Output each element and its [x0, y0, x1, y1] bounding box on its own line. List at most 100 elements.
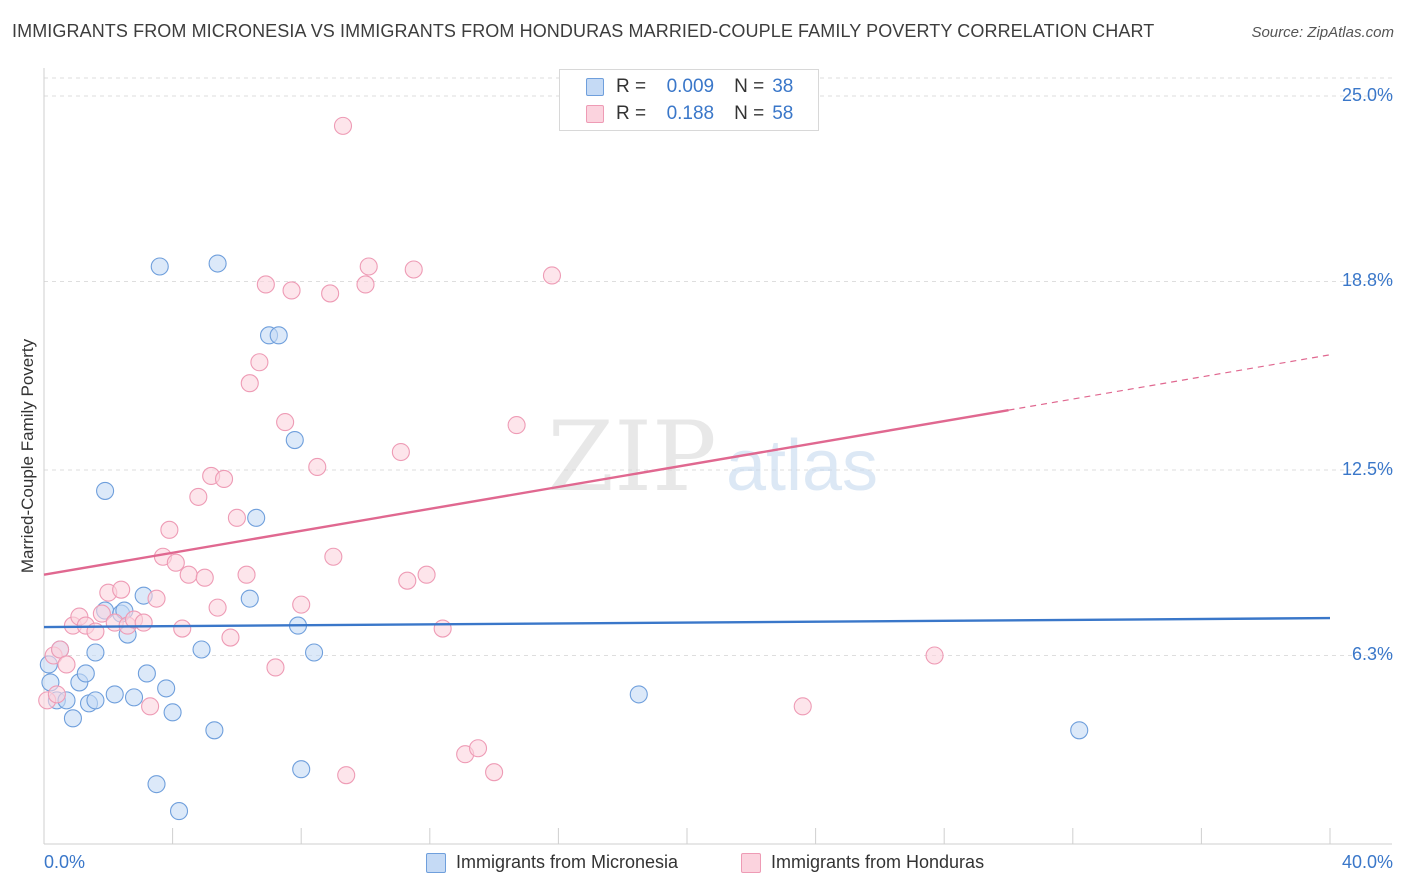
y-tick-label: 6.3%: [1351, 644, 1393, 665]
legend-row-micronesia: R = 0.009 N = 38: [586, 74, 793, 100]
x-tick-label-min: 0.0%: [44, 852, 86, 872]
point-honduras: [266, 658, 285, 677]
point-honduras: [292, 595, 311, 614]
point-honduras: [356, 275, 375, 294]
y-tick-label: 18.8%: [1341, 270, 1393, 291]
point-micronesia: [86, 691, 105, 710]
point-micronesia: [96, 481, 115, 500]
point-honduras: [417, 565, 436, 584]
legend-n-label: N =: [734, 76, 765, 97]
point-micronesia: [292, 760, 311, 779]
y-axis-label: Married-Couple Family Poverty: [18, 338, 37, 574]
point-honduras: [793, 697, 812, 716]
bottom-legend-label-micronesia: Immigrants from Micronesia: [456, 852, 679, 872]
point-micronesia: [137, 664, 156, 683]
point-honduras: [359, 257, 378, 276]
x-tick-label-max: 40.0%: [1341, 852, 1393, 872]
point-honduras: [179, 565, 198, 584]
watermark-atlas: atlas: [726, 426, 878, 506]
point-honduras: [195, 568, 214, 587]
point-honduras: [141, 697, 160, 716]
y-tick-label: 25.0%: [1341, 84, 1393, 105]
point-honduras: [240, 374, 259, 393]
point-micronesia: [247, 508, 266, 527]
point-honduras: [208, 598, 227, 617]
point-honduras: [47, 685, 66, 704]
y-tick-label: 12.5%: [1341, 458, 1393, 479]
point-micronesia: [192, 640, 211, 659]
point-micronesia: [240, 589, 259, 608]
point-honduras: [112, 580, 131, 599]
point-micronesia: [105, 685, 124, 704]
bottom-legend-honduras: Immigrants from Honduras: [741, 852, 984, 873]
point-micronesia: [285, 431, 304, 450]
point-honduras: [160, 520, 179, 539]
point-micronesia: [150, 257, 169, 276]
point-micronesia: [163, 703, 182, 722]
point-honduras: [189, 487, 208, 506]
point-micronesia: [169, 802, 189, 821]
trendline-honduras: [43, 408, 1009, 576]
legend-r-label: R =: [616, 103, 647, 124]
bottom-legend-label-honduras: Immigrants from Honduras: [771, 852, 985, 872]
legend-swatch-micronesia: [586, 78, 604, 96]
point-honduras: [433, 619, 452, 638]
bottom-legend-swatch-micronesia: [426, 852, 446, 873]
point-honduras: [321, 284, 340, 303]
trendline-micronesia: [43, 616, 1331, 629]
point-honduras: [308, 457, 327, 477]
bottom-legend-micronesia: Immigrants from Micronesia: [426, 852, 678, 873]
point-honduras: [57, 655, 76, 674]
watermark-zip: ZIP: [547, 401, 716, 513]
point-micronesia: [157, 679, 176, 698]
point-honduras: [147, 589, 166, 608]
point-honduras: [256, 275, 275, 294]
point-honduras: [282, 281, 301, 300]
point-honduras: [542, 266, 562, 285]
point-honduras: [398, 571, 417, 590]
point-honduras: [237, 565, 256, 584]
point-honduras: [276, 413, 295, 432]
point-honduras: [134, 613, 153, 632]
point-micronesia: [629, 685, 648, 704]
legend-row-honduras: R = 0.188 N = 58: [586, 101, 793, 127]
point-honduras: [166, 553, 185, 572]
point-honduras: [391, 442, 410, 462]
point-micronesia: [269, 326, 288, 345]
point-micronesia: [305, 643, 324, 662]
correlation-legend: R = 0.009 N = 38 R = 0.188 N = 58: [559, 69, 819, 131]
point-honduras: [333, 116, 353, 135]
axis-layer: [43, 68, 1392, 845]
source-label: Source: ZipAtlas.com: [1251, 24, 1394, 41]
point-honduras: [337, 766, 356, 785]
legend-r-value: 0.009: [666, 76, 715, 97]
point-micronesia: [124, 688, 144, 707]
legend-r-value: 0.188: [666, 103, 715, 124]
point-micronesia: [76, 664, 95, 683]
watermark: ZIP atlas: [547, 401, 878, 513]
point-micronesia: [86, 643, 105, 662]
point-honduras: [404, 260, 423, 279]
point-honduras: [925, 646, 944, 665]
point-honduras: [221, 628, 240, 647]
point-honduras: [468, 739, 488, 758]
point-honduras: [51, 640, 70, 659]
point-honduras: [485, 763, 504, 782]
legend-n-value: 38: [772, 76, 794, 97]
point-honduras: [173, 619, 192, 638]
legend-n-label: N =: [734, 103, 765, 124]
trendline-honduras-extension: [1008, 354, 1331, 411]
point-honduras: [507, 416, 526, 435]
point-honduras: [92, 604, 111, 623]
point-honduras: [250, 353, 269, 372]
point-micronesia: [205, 721, 224, 740]
trend-layer: [43, 354, 1331, 629]
legend-swatch-honduras: [586, 105, 604, 123]
points-layer: [38, 101, 1089, 821]
point-micronesia: [147, 775, 166, 794]
point-honduras: [227, 508, 246, 527]
point-honduras: [214, 469, 234, 489]
point-micronesia: [1070, 721, 1089, 740]
legend-n-value: 58: [772, 103, 794, 124]
